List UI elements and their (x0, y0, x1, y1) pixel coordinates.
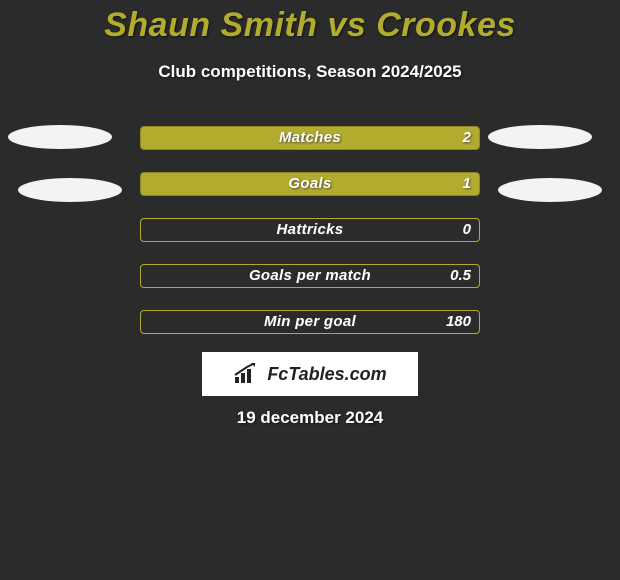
stats-bars: Matches2Goals1Hattricks0Goals per match0… (140, 126, 480, 356)
avatar-placeholder-right-2 (498, 178, 602, 202)
avatar-placeholder-left-1 (8, 125, 112, 149)
stat-value: 0.5 (450, 267, 471, 284)
branding-text: FcTables.com (267, 364, 386, 385)
stat-label: Matches (141, 129, 479, 146)
stat-value: 0 (463, 221, 471, 238)
page-title: Shaun Smith vs Crookes (0, 6, 620, 45)
stat-row: Hattricks0 (140, 218, 480, 242)
stat-label: Hattricks (141, 221, 479, 238)
chart-icon (233, 363, 261, 385)
stat-row: Goals1 (140, 172, 480, 196)
stat-label: Goals (141, 175, 479, 192)
stat-value: 1 (463, 175, 471, 192)
stat-row: Min per goal180 (140, 310, 480, 334)
branding-badge: FcTables.com (202, 352, 418, 396)
stat-value: 180 (446, 313, 471, 330)
avatar-placeholder-right-1 (488, 125, 592, 149)
date-text: 19 december 2024 (0, 408, 620, 428)
stat-label: Min per goal (141, 313, 479, 330)
stat-label: Goals per match (141, 267, 479, 284)
stat-value: 2 (463, 129, 471, 146)
stat-row: Matches2 (140, 126, 480, 150)
stat-row: Goals per match0.5 (140, 264, 480, 288)
avatar-placeholder-left-2 (18, 178, 122, 202)
page-subtitle: Club competitions, Season 2024/2025 (0, 62, 620, 82)
